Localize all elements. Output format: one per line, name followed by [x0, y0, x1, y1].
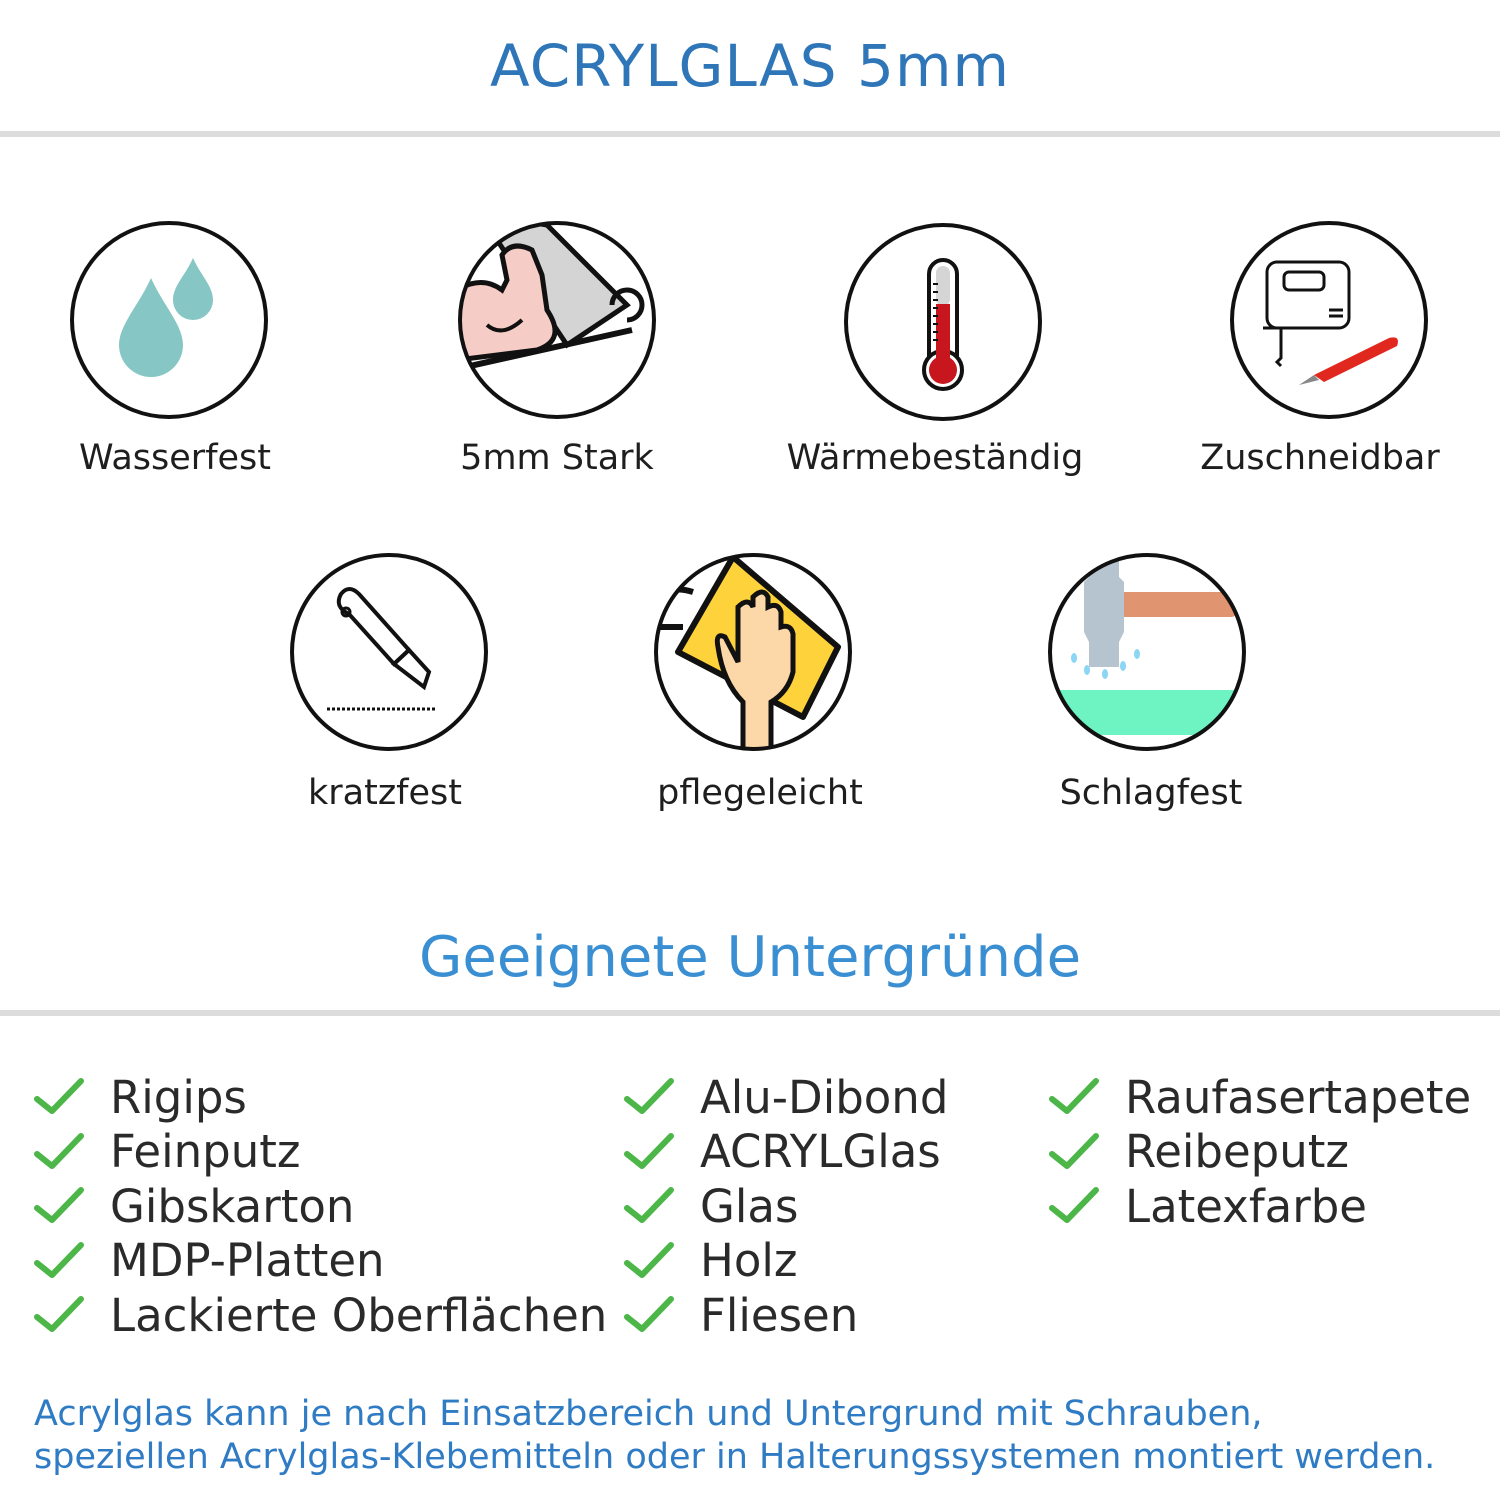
surface-item: Rigips — [34, 1070, 247, 1124]
note-line: speziellen Acrylglas-Klebemitteln oder i… — [34, 1437, 1436, 1477]
surface-label: Reibeputz — [1125, 1125, 1350, 1178]
divider — [0, 131, 1500, 137]
feature-label: kratzfest — [307, 773, 462, 813]
surface-label: Feinputz — [110, 1125, 301, 1178]
check-icon — [34, 1187, 84, 1223]
check-icon — [1049, 1132, 1099, 1169]
surface-label: ACRYLGlas — [700, 1125, 941, 1178]
check-icon — [624, 1078, 674, 1114]
mounting-note: Acrylglas kann je nach Einsatzbereich un… — [34, 1393, 1435, 1479]
section-title: Geeignete Untergründe — [418, 925, 1082, 990]
feature-label: Wasserfest — [78, 438, 272, 478]
surface-label: Glas — [700, 1179, 799, 1233]
surface-label: Fliesen — [700, 1288, 859, 1342]
feature-label: pflegeleicht — [657, 773, 863, 813]
check-icon — [624, 1187, 674, 1223]
surface-item: Raufasertapete — [1049, 1070, 1471, 1124]
check-icon — [34, 1078, 84, 1114]
surface-item: MDP-Platten — [34, 1234, 385, 1288]
feature-label: 5mm Stark — [460, 438, 654, 478]
flexed-arm-icon — [457, 220, 657, 420]
check-icon — [34, 1296, 84, 1332]
check-icon — [624, 1241, 674, 1278]
feature-label: Zuschneidbar — [1200, 438, 1440, 478]
surface-label: Rigips — [110, 1070, 247, 1124]
surface-label: Gibskarton — [110, 1179, 355, 1233]
check-icon — [34, 1241, 84, 1278]
surface-label: Alu-Dibond — [700, 1070, 949, 1124]
cutter-knife-icon — [289, 552, 489, 752]
feature-label: Wärmebeständig — [786, 438, 1084, 478]
surface-item: Holz — [624, 1234, 798, 1288]
surface-item: Lackierte Oberflächen — [34, 1288, 607, 1342]
note-line: Acrylglas kann je nach Einsatzbereich un… — [34, 1394, 1263, 1434]
surface-item: Gibskarton — [34, 1179, 354, 1233]
surface-item: Feinputz — [34, 1125, 300, 1179]
surface-label: MDP-Platten — [110, 1234, 385, 1287]
surface-item: ACRYLGlas — [624, 1125, 941, 1179]
surface-item: Fliesen — [624, 1288, 858, 1342]
jigsaw-knife-icon — [1229, 220, 1429, 420]
surface-label: Latexfarbe — [1125, 1179, 1367, 1233]
surface-item: Reibeputz — [1049, 1125, 1349, 1179]
surface-item: Glas — [624, 1179, 798, 1233]
hand-cloth-icon — [653, 552, 853, 752]
surface-label: Holz — [700, 1234, 798, 1287]
check-icon — [624, 1296, 674, 1332]
check-icon — [624, 1132, 674, 1169]
surface-label: Raufasertapete — [1125, 1070, 1472, 1124]
surface-item: Latexfarbe — [1049, 1179, 1367, 1233]
page-title: ACRYLGLAS 5mm — [490, 32, 1010, 100]
surface-label: Lackierte Oberflächen — [110, 1288, 608, 1342]
check-icon — [1049, 1187, 1099, 1223]
divider — [0, 1010, 1500, 1016]
surface-item: Alu-Dibond — [624, 1070, 948, 1124]
feature-label: Schlagfest — [1059, 773, 1243, 813]
hammer-icon — [1047, 552, 1247, 752]
thermometer-icon — [843, 222, 1043, 422]
check-icon — [1049, 1078, 1099, 1114]
check-icon — [34, 1132, 84, 1169]
water-drops-icon — [69, 220, 269, 420]
